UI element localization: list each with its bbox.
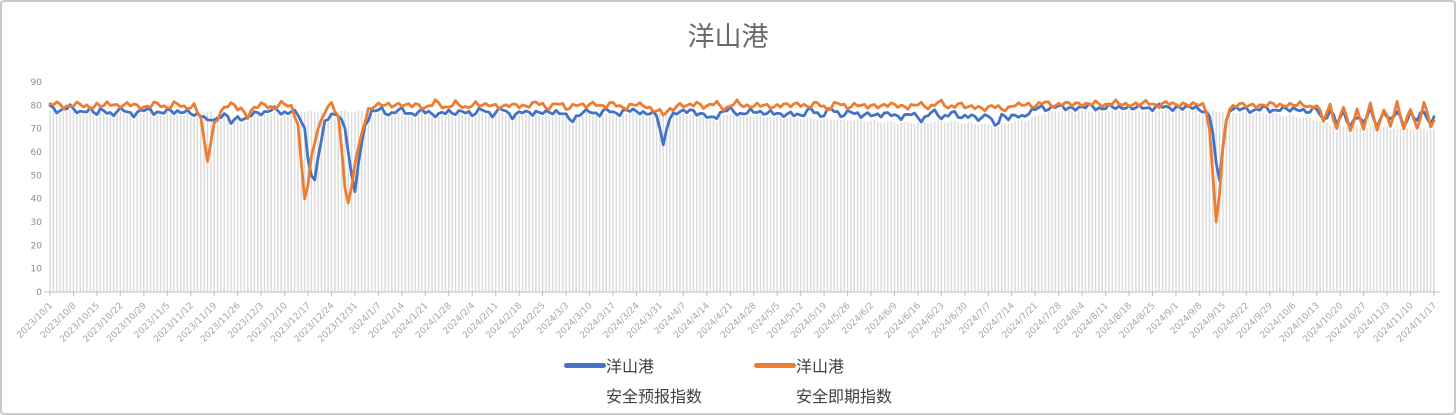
legend-label-forecast-line2: 安全预报指数 — [605, 386, 702, 406]
y-axis-tick-label: 20 — [31, 241, 43, 251]
legend: 洋山港 安全预报指数 洋山港 安全即期指数 — [2, 352, 1454, 411]
y-axis-tick-label: 80 — [31, 101, 43, 111]
y-axis-tick-label: 30 — [31, 218, 43, 228]
legend-item-forecast: 洋山港 安全预报指数 — [563, 352, 702, 411]
legend-line-swatch-spot — [754, 363, 796, 368]
chart-title: 洋山港 — [687, 22, 769, 53]
legend-label-forecast-line1: 洋山港 — [605, 357, 654, 376]
y-axis-tick-label: 50 — [31, 171, 43, 181]
y-axis-tick-label: 10 — [31, 265, 43, 275]
legend-line-swatch-forecast — [563, 363, 606, 368]
y-axis-tick-label: 70 — [31, 125, 43, 135]
series-line-spot — [48, 98, 1436, 224]
y-axis-tick-label: 60 — [31, 148, 43, 158]
y-axis-tick-label: 0 — [36, 288, 42, 298]
series-line-forecast — [48, 102, 1436, 194]
y-axis-tick-label: 90 — [31, 78, 43, 88]
y-axis-tick-label: 40 — [31, 195, 43, 205]
legend-item-spot: 洋山港 安全即期指数 — [754, 352, 892, 411]
legend-label-spot-line1: 洋山港 — [796, 357, 845, 376]
legend-label-spot-line2: 安全即期指数 — [796, 386, 893, 406]
